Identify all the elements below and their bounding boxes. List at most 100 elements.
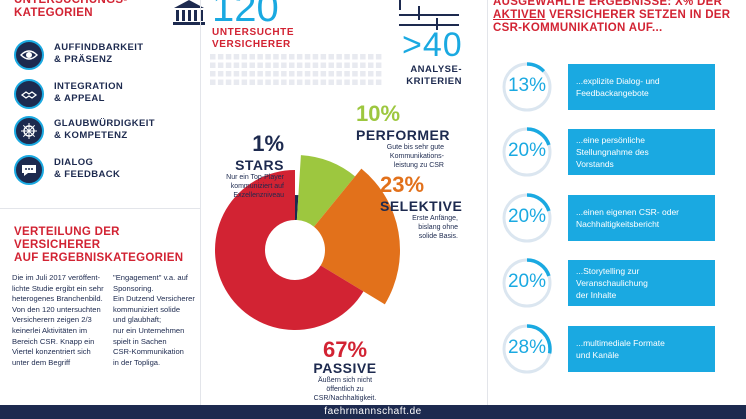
insurer-square [360, 54, 366, 60]
insurer-square [225, 62, 232, 68]
insurer-square [281, 62, 287, 68]
stars-percent: 1% [252, 131, 284, 156]
insurer-square [281, 54, 287, 60]
result-ring-progress [502, 62, 552, 112]
selektive-label-group: 23% SELEKTIVE Erste Anfänge, bislang ohn… [380, 172, 470, 241]
insurer-square [352, 54, 358, 60]
insurer-square [217, 54, 224, 60]
insurer-square [233, 62, 240, 68]
selektive-name: SELEKTIVE [380, 198, 463, 214]
insurer-square [336, 62, 342, 68]
criteria-label-line2: KRITERIEN [406, 76, 462, 87]
result-text-box: ...Storytelling zur Veranschaulichung der … [568, 260, 715, 306]
performer-desc-line2: Kommunikations- [389, 153, 444, 160]
performer-percent: 10% [356, 101, 401, 126]
insurer-square [375, 62, 382, 68]
insurers-grid [210, 54, 382, 85]
center-divider-left [200, 0, 201, 405]
criteria-label-line1: ANALYSE- [410, 64, 462, 75]
result-percent: 20% [507, 206, 547, 227]
criteria-number: >40 [402, 26, 463, 64]
donut-slice-performer [296, 155, 356, 227]
insurer-square [273, 54, 279, 60]
result-ring [502, 62, 552, 112]
insurer-square [265, 62, 271, 68]
category-item-credibility: GLAUBWÜRDIGKEIT & KOMPETENZ [14, 116, 184, 148]
result-text-box: ...multimediale Formate und Kanäle [568, 326, 715, 372]
result-text-line: ...multimediale Formate [576, 338, 665, 348]
result-ring [502, 258, 552, 308]
donut-slice-stars [295, 195, 299, 221]
insurer-square [265, 79, 271, 85]
result-ring-progress [502, 193, 552, 243]
body-text-line: Versicherern zeigen 2/3 [12, 315, 92, 325]
category-label-line2: & KOMPETENZ [54, 130, 128, 141]
insurer-square [352, 71, 358, 77]
result-percent: 20% [507, 271, 547, 292]
selektive-desc-line3: solide Basis. [418, 233, 458, 240]
criteria-label: ANALYSE- KRITERIEN [400, 64, 462, 88]
insurer-square [273, 71, 279, 77]
result-text-line: Veranschaulichung [576, 278, 648, 288]
body-text-line: keinerlei Aktivitäten im [12, 325, 88, 335]
category-label-line1: INTEGRATION [54, 81, 124, 92]
body-text-col2: "Engagement" v.a. auf Sponsoring. Ein Dutz… [113, 273, 213, 368]
insurer-square [312, 54, 319, 60]
passive-name: PASSIVE [313, 360, 377, 376]
insurer-square [217, 62, 224, 68]
insurer-square [360, 71, 366, 77]
results-title-line2: AKTIVEN VERSICHERER SETZEN IN DER [493, 9, 743, 22]
donut-slice-selektive [313, 168, 400, 305]
body-text-line: spielt in Sachen [113, 336, 167, 346]
category-item-dialog: DIALOG & FEEDBACK [14, 155, 184, 187]
result-text-box: ...einen eigenen CSR- oder Nachhaltigkeit… [568, 195, 715, 241]
insurer-square [312, 62, 319, 68]
handshake-icon [14, 79, 44, 109]
result-text-line: Feedbackangebote [576, 88, 649, 98]
result-text-box: ...eine persönliche Stellungnahme des Vors… [568, 129, 715, 175]
body-text-line: Viertel konzentriert sich [12, 347, 91, 357]
stars-desc-line2: kommuniziert auf [230, 183, 284, 190]
insurer-square [241, 71, 248, 77]
body-text-line: Die im Juli 2017 veröffent- [12, 273, 101, 282]
insurer-square [304, 62, 311, 68]
insurer-square [328, 71, 334, 77]
passive-label-group: 67% PASSIVE Äußern sich nicht öffentlich… [300, 337, 390, 403]
insurer-square [257, 71, 263, 77]
insurer-square [210, 71, 216, 77]
results-title: AUSGEWÄHLTE ERGEBNISSE: X% DER AKTIVEN V… [493, 0, 743, 35]
footer-url: faehrmannschaft.de [324, 406, 422, 417]
result-text-line: ...einen eigenen CSR- oder [576, 207, 680, 217]
results-title-highlight: AKTIVEN [493, 9, 546, 21]
distribution-title-line1: VERTEILUNG DER VERSICHERER [14, 226, 120, 251]
passive-desc-line1: Äußern sich nicht [317, 377, 373, 384]
body-text-line: Bereich CSR. Knapp ein [12, 336, 95, 346]
result-ring-progress [502, 127, 552, 177]
insurer-square [296, 79, 303, 85]
insurer-square [257, 54, 263, 60]
selektive-percent: 23% [380, 172, 425, 197]
insurer-square [217, 71, 224, 77]
insurer-square [336, 71, 342, 77]
result-percent: 13% [507, 75, 547, 96]
insurer-square [312, 79, 319, 85]
insurer-square [257, 79, 263, 85]
body-text-line: in der Topliga. [113, 357, 161, 367]
insurer-square [296, 71, 303, 77]
insurer-square [249, 71, 255, 77]
body-text-line: CSR-Kommunikation [113, 347, 184, 357]
result-ring-progress [502, 324, 552, 374]
results-title-line2-rest: VERSICHERER SETZEN IN DER [545, 9, 731, 21]
insurer-square [289, 54, 295, 60]
insurer-square [312, 71, 319, 77]
bank-icon [172, 0, 206, 26]
insurer-square [281, 79, 287, 85]
result-percent: 20% [507, 140, 547, 161]
insurer-square [344, 71, 350, 77]
insurer-square [368, 79, 374, 85]
result-text-line: ...Storytelling zur [576, 266, 640, 276]
insurer-square [320, 71, 327, 77]
center-divider-right [487, 0, 488, 405]
category-label-line2: & PRÄSENZ [54, 54, 113, 65]
body-text-line: Sponsoring. [113, 283, 154, 293]
